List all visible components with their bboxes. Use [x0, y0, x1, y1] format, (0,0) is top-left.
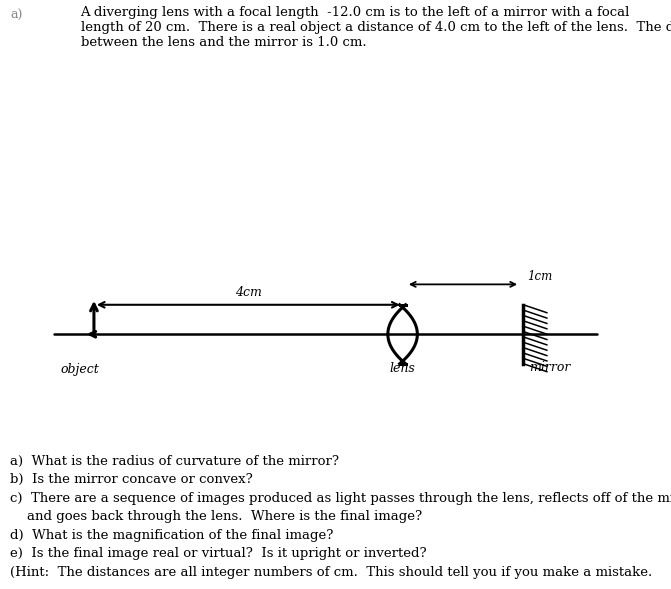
Text: a)  What is the radius of curvature of the mirror?
b)  Is the mirror concave or : a) What is the radius of curvature of th… — [10, 455, 671, 579]
Text: A diverging lens with a focal length  -12.0 cm is to the left of a mirror with a: A diverging lens with a focal length -12… — [81, 6, 671, 49]
Text: mirror: mirror — [529, 360, 570, 373]
Text: 1cm: 1cm — [527, 270, 552, 283]
Text: 4cm: 4cm — [235, 286, 262, 299]
Text: object: object — [60, 363, 99, 376]
Text: lens: lens — [390, 362, 415, 375]
Text: a): a) — [10, 9, 22, 22]
